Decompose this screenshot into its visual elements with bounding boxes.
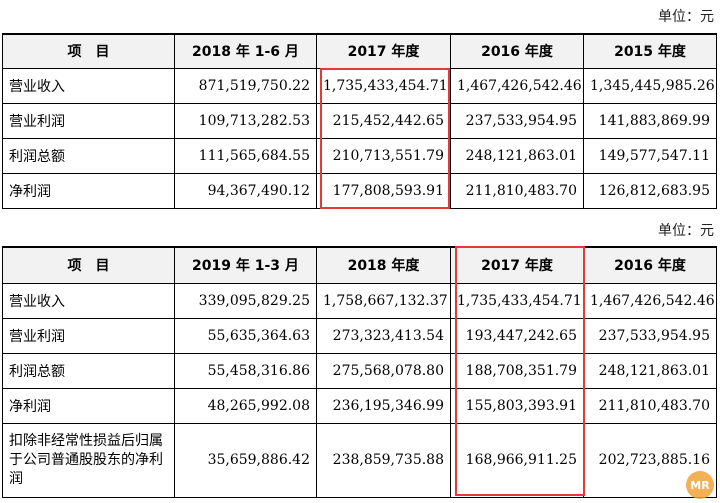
row-label: 营业收入 (2, 282, 175, 319)
cell-value: 237,533,954.95 (450, 102, 584, 139)
unit-label-1: 单位：元 (658, 9, 714, 25)
table-header-row: 项 目 2019 年 1-3 月 2018 年度 2017 年度 2016 年度 (2, 246, 717, 284)
col-header-2016: 2016 年度 (583, 246, 717, 284)
cell-value: 155,803,393.91 (450, 387, 584, 424)
cell-value: 248,121,863.01 (450, 137, 584, 174)
col-header-period: 2018 年 1-6 月 (174, 33, 317, 69)
table-row: 净利润 94,367,490.12 177,808,593.91 211,810… (2, 172, 717, 209)
col-header-item: 项 目 (2, 33, 175, 69)
cell-value: 211,810,483.70 (583, 387, 717, 424)
col-header-2015: 2015 年度 (583, 33, 717, 69)
cell-value: 55,635,364.63 (174, 317, 317, 354)
row-label: 利润总额 (2, 137, 175, 174)
cell-value: 35,659,886.42 (174, 422, 317, 498)
cell-value: 109,713,282.53 (174, 102, 317, 139)
col-header-2018: 2018 年度 (316, 246, 451, 284)
cell-value: 248,121,863.01 (583, 352, 717, 389)
cell-value: 48,265,992.08 (174, 387, 317, 424)
cell-value: 237,533,954.95 (583, 317, 717, 354)
cell-value: 211,810,483.70 (450, 172, 584, 209)
cell-value: 168,966,911.25 (450, 422, 584, 498)
cell-value: 94,367,490.12 (174, 172, 317, 209)
table-row: 净利润 48,265,992.08 236,195,346.99 155,803… (2, 387, 717, 424)
cell-value: 1,345,445,985.26 (583, 67, 717, 104)
table-row: 营业利润 109,713,282.53 215,452,442.65 237,5… (2, 102, 717, 139)
unit-label-2: 单位：元 (658, 223, 714, 239)
col-header-2017: 2017 年度 (316, 33, 451, 69)
cell-value: 215,452,442.65 (316, 102, 451, 139)
col-header-2017: 2017 年度 (450, 246, 584, 284)
col-header-period: 2019 年 1-3 月 (174, 246, 317, 284)
col-header-item: 项 目 (2, 246, 175, 284)
cell-value: 1,467,426,542.46 (450, 67, 584, 104)
row-label: 利润总额 (2, 352, 175, 389)
cell-value: 273,323,413.54 (316, 317, 451, 354)
row-label: 净利润 (2, 387, 175, 424)
table-row: 利润总额 55,458,316.86 275,568,078.80 188,70… (2, 352, 717, 389)
table-row: 营业利润 55,635,364.63 273,323,413.54 193,44… (2, 317, 717, 354)
row-label: 净利润 (2, 172, 175, 209)
table-header-row: 项 目 2018 年 1-6 月 2017 年度 2016 年度 2015 年度 (2, 33, 717, 69)
cell-value: 55,458,316.86 (174, 352, 317, 389)
table-row: 扣除非经常性损益后归属于公司普通股股东的净利润 35,659,886.42 23… (2, 422, 717, 498)
cell-value: 1,758,667,132.37 (316, 282, 451, 319)
watermark-logo: MR (686, 471, 714, 499)
cell-value: 141,883,869.99 (583, 102, 717, 139)
cell-value: 177,808,593.91 (316, 172, 451, 209)
table-row: 营业收入 871,519,750.22 1,735,433,454.71 1,4… (2, 67, 717, 104)
cell-value: 339,095,829.25 (174, 282, 317, 319)
cell-value: 111,565,684.55 (174, 137, 317, 174)
cell-value: 871,519,750.22 (174, 67, 317, 104)
cell-value: 149,577,547.11 (583, 137, 717, 174)
cell-value: 238,859,735.88 (316, 422, 451, 498)
row-label: 营业利润 (2, 317, 175, 354)
cell-value: 188,708,351.79 (450, 352, 584, 389)
table-row: 利润总额 111,565,684.55 210,713,551.79 248,1… (2, 137, 717, 174)
cell-value: 193,447,242.65 (450, 317, 584, 354)
cell-value: 126,812,683.95 (583, 172, 717, 209)
cell-value: 1,467,426,542.46 (583, 282, 717, 319)
table-row: 营业收入 339,095,829.25 1,758,667,132.37 1,7… (2, 282, 717, 319)
cell-value: 1,735,433,454.71 (450, 282, 584, 319)
row-label: 扣除非经常性损益后归属于公司普通股股东的净利润 (2, 422, 175, 498)
financial-table-1: 项 目 2018 年 1-6 月 2017 年度 2016 年度 2015 年度… (2, 33, 717, 209)
row-label: 营业收入 (2, 67, 175, 104)
cell-value: 210,713,551.79 (316, 137, 451, 174)
col-header-2016: 2016 年度 (450, 33, 584, 69)
cell-value: 275,568,078.80 (316, 352, 451, 389)
row-label: 营业利润 (2, 102, 175, 139)
financial-table-2: 项 目 2019 年 1-3 月 2018 年度 2017 年度 2016 年度… (2, 246, 717, 498)
cell-value: 236,195,346.99 (316, 387, 451, 424)
cell-value: 1,735,433,454.71 (316, 67, 451, 104)
